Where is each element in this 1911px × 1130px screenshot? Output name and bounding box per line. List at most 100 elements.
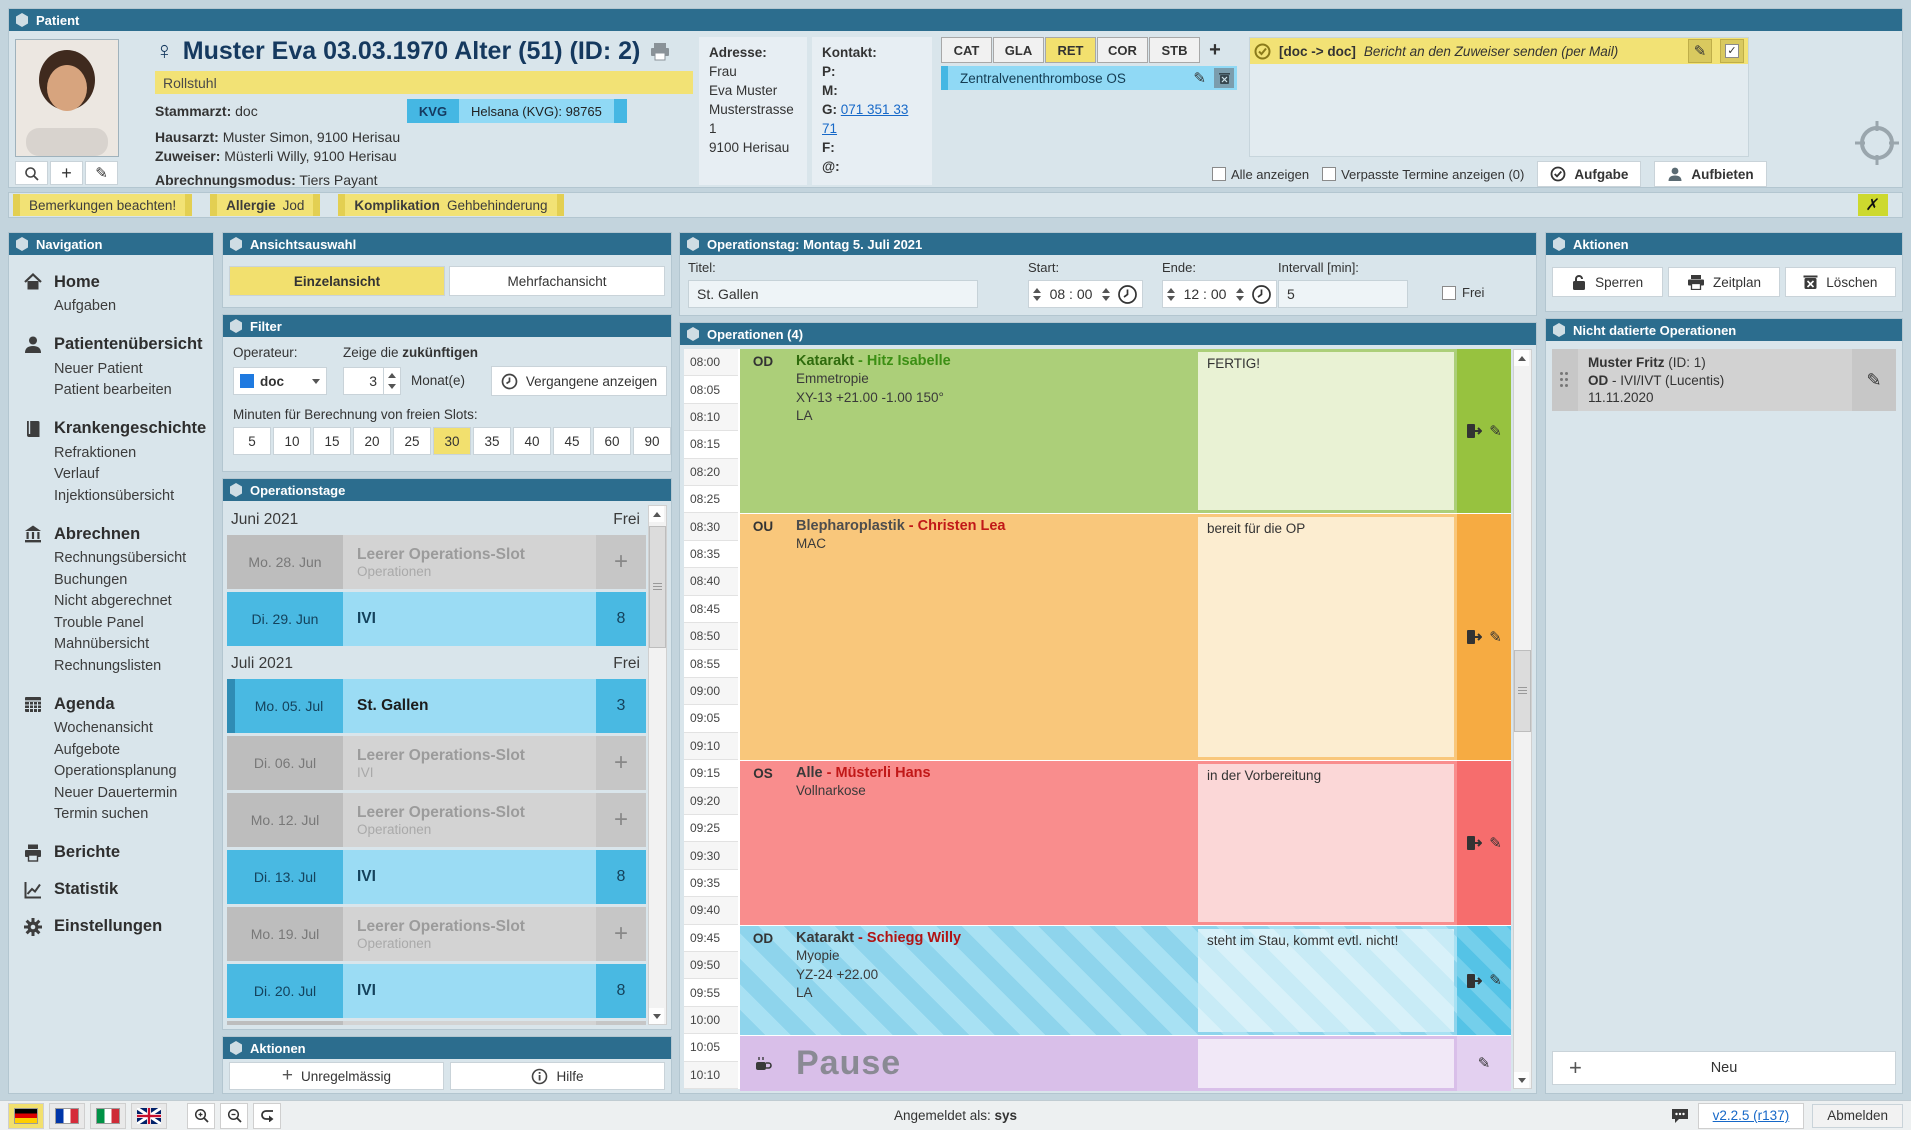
alert-remarks[interactable]: Bemerkungen beachten! [13,194,193,216]
nav-item-injektionsuebersicht[interactable]: Injektionsübersicht [54,487,175,504]
scrollbar-thumb[interactable] [1514,650,1531,732]
edit-op-icon[interactable]: ✎ [1489,972,1502,989]
tab-cor[interactable]: COR [1097,37,1148,63]
spin-up-icon[interactable] [1101,287,1110,293]
language-english-button[interactable] [131,1102,167,1129]
tab-stb[interactable]: STB [1149,37,1200,63]
op-note[interactable]: FERTIG! [1198,352,1454,510]
diagnosis-edit-icon[interactable]: ✎ [1193,69,1206,87]
operator-dropdown[interactable]: doc [233,367,327,395]
add-tab-button[interactable]: + [1209,38,1221,61]
diagnosis-delete-button[interactable] [1214,68,1234,88]
version-link[interactable]: v2.2.5 (r137) [1712,1108,1790,1123]
op-day-slot[interactable]: Di. 29. Jun IVI 8 [227,592,646,646]
missed-appointments-checkbox[interactable]: Verpasste Termine anzeigen (0) [1322,167,1524,182]
zoom-in-button[interactable] [187,1102,215,1129]
add-slot-button[interactable]: + [596,793,646,847]
delete-button[interactable]: Löschen [1784,267,1896,297]
new-undated-button[interactable]: + Neu [1552,1051,1896,1085]
reset-view-button[interactable] [253,1102,281,1129]
logout-button[interactable]: Abmelden [1812,1103,1903,1128]
minutes-25[interactable]: 25 [393,427,431,455]
single-view-button[interactable]: Einzelansicht [229,266,445,296]
end-time-stepper[interactable]: 12 : 00 [1162,280,1277,308]
tab-ret[interactable]: RET [1045,37,1096,63]
spin-down-icon[interactable] [388,383,396,389]
op-day-slot[interactable]: Di. 13. Jul IVI 8 [227,850,646,904]
operations-scrollbar[interactable] [1513,349,1532,1089]
nav-section-agenda[interactable]: Agenda [23,694,213,714]
tab-gla[interactable]: GLA [993,37,1044,63]
patient-add-button[interactable]: + [50,161,83,185]
nav-item-aufgaben[interactable]: Aufgaben [54,298,117,314]
nav-item-refraktionen[interactable]: Refraktionen [54,444,137,461]
spin-down-icon[interactable] [1101,295,1110,301]
zoom-out-button[interactable] [220,1102,248,1129]
nav-item-operationsplanung[interactable]: Operationsplanung [54,763,177,779]
show-all-checkbox[interactable]: Alle anzeigen [1212,167,1309,182]
room-door-icon[interactable] [1466,629,1483,645]
start-time-stepper[interactable]: 08 : 00 [1028,280,1143,308]
room-door-icon[interactable] [1466,423,1483,439]
lock-button[interactable]: Sperren [1552,267,1664,297]
nav-item-termin-suchen[interactable]: Termin suchen [54,806,149,822]
nav-item-buchungen[interactable]: Buchungen [54,571,128,588]
task-done-button[interactable]: ✓ [1720,39,1744,63]
scroll-down-button[interactable] [1514,1072,1529,1088]
crosshair-icon[interactable] [1852,117,1902,169]
nav-section-abrechnen[interactable]: Abrechnen [23,524,213,544]
spin-up-icon[interactable] [388,373,396,379]
show-past-button[interactable]: Vergangene anzeigen [491,366,667,396]
nav-item-verlauf[interactable]: Verlauf [54,466,100,482]
scroll-up-button[interactable] [1514,350,1529,366]
months-stepper[interactable]: 3 [343,367,401,395]
nav-item-wochenansicht[interactable]: Wochenansicht [54,720,153,736]
task-item[interactable]: [doc -> doc] Bericht an den Zuweiser sen… [1250,38,1748,64]
language-italian-button[interactable] [90,1102,126,1129]
clock-icon[interactable] [1251,284,1272,305]
remark-strip[interactable]: Rollstuhl [155,71,693,94]
edit-op-icon[interactable]: ✎ [1489,422,1502,440]
operation-block-alle-muesterli[interactable]: OS Alle - Müsterli Hans Vollnarkose in d… [740,761,1511,925]
irregular-button[interactable]: + Unregelmässig [229,1062,444,1090]
nav-item-neuer-patient[interactable]: Neuer Patient [54,360,143,377]
nav-item-trouble-panel[interactable]: Trouble Panel [54,614,144,631]
edit-op-icon[interactable]: ✎ [1489,834,1502,852]
op-note[interactable] [1198,1039,1454,1088]
add-slot-button[interactable]: + [596,736,646,790]
minutes-40[interactable]: 40 [513,427,551,455]
tab-cat[interactable]: CAT [941,37,992,63]
op-day-slot[interactable]: Mo. 19. Jul Leerer Operations-Slot Operat… [227,907,646,961]
op-day-slot[interactable]: Di. 20. Jul IVI 8 [227,964,646,1018]
operation-days-scrollbar[interactable] [648,505,667,1025]
minutes-5[interactable]: 5 [233,427,271,455]
op-day-slot[interactable]: Mo. 28. Jun Leerer Operations-Slot Operat… [227,535,646,589]
spin-down-icon[interactable] [1235,295,1244,301]
room-door-icon[interactable] [1466,973,1483,989]
titel-input[interactable]: St. Gallen [688,280,978,308]
operation-block-katarakt-hitz[interactable]: OD Katarakt - Hitz Isabelle Emmetropie X… [740,349,1511,513]
nav-item-rechnungslisten[interactable]: Rechnungslisten [54,657,162,674]
language-german-button[interactable] [8,1102,44,1129]
insurance-row[interactable]: KVG Helsana (KVG): 98765 [407,99,627,123]
undated-edit-button[interactable]: ✎ [1852,349,1896,411]
op-note[interactable]: steht im Stau, kommt evtl. nicht! [1198,929,1454,1032]
nav-item-rechnungsuebersicht[interactable]: Rechnungsübersicht [54,550,187,566]
spin-up-icon[interactable] [1235,287,1244,293]
alert-complication[interactable]: Komplikation Gehbehinderung [338,194,564,216]
nav-section-statistik[interactable]: Statistik [23,880,213,900]
operation-block-blepharoplastik-christen[interactable]: OU Blepharoplastik - Christen Lea MAC be… [740,514,1511,760]
spin-up-icon[interactable] [1166,287,1175,293]
operation-block-katarakt-schiegg[interactable]: OD Katarakt - Schiegg Willy Myopie YZ-24… [740,926,1511,1035]
minutes-10[interactable]: 10 [273,427,311,455]
aufbieten-button[interactable]: Aufbieten [1654,161,1767,187]
nav-item-mahnuebersicht[interactable]: Mahnübersicht [54,636,150,652]
minutes-60[interactable]: 60 [593,427,631,455]
nav-item-aufgebote[interactable]: Aufgebote [54,741,121,758]
minutes-45[interactable]: 45 [553,427,591,455]
printer-icon[interactable] [649,42,671,61]
minutes-90[interactable]: 90 [633,427,671,455]
patient-search-button[interactable] [15,161,48,185]
aufgabe-button[interactable]: Aufgabe [1537,161,1642,187]
op-day-slot[interactable]: Mo. 12. Jul Leerer Operations-Slot Operat… [227,793,646,847]
